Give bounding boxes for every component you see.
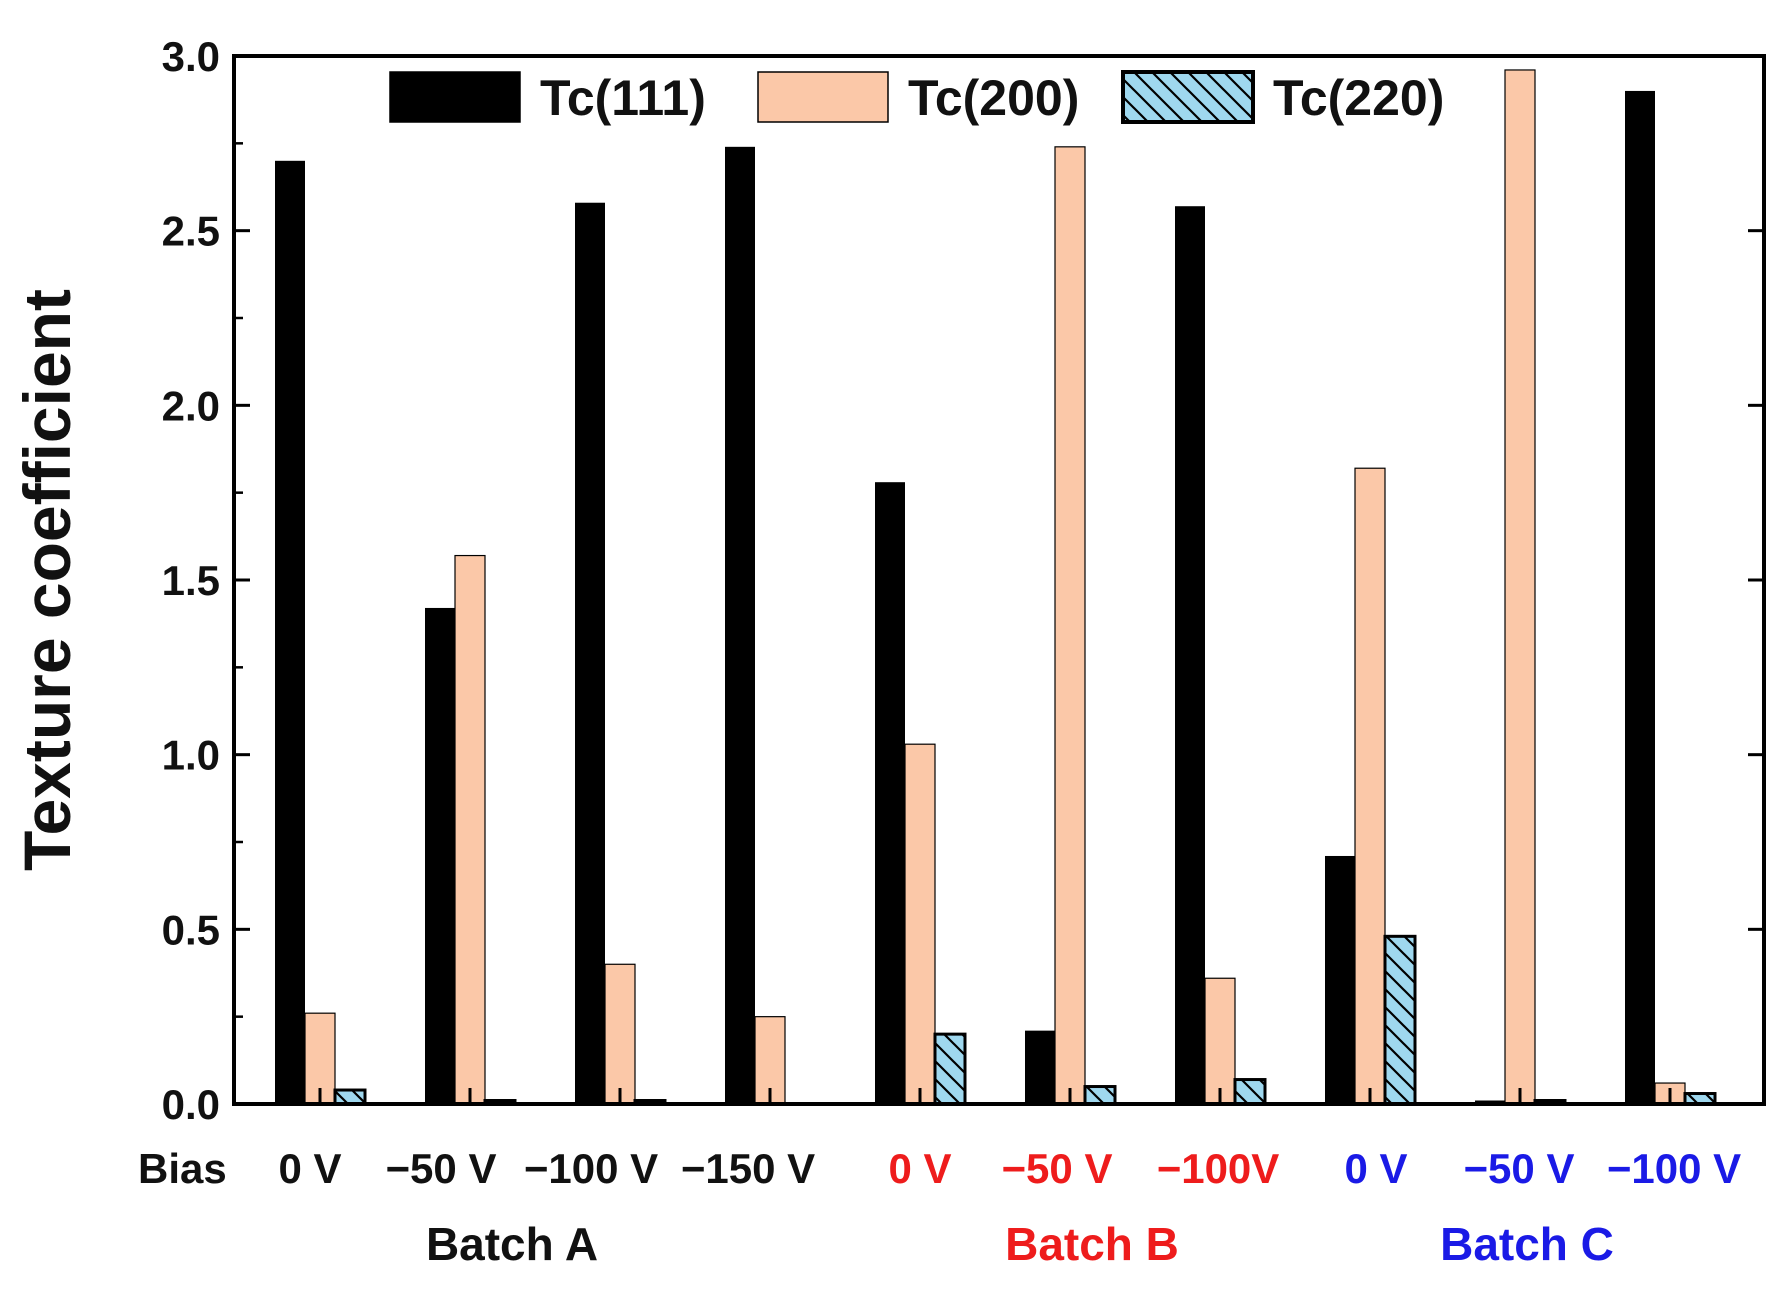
y-tick-label: 1.0 <box>162 732 220 779</box>
legend: Tc(111) Tc(200) Tc(220) <box>389 70 1444 126</box>
batch-label-c: Batch C <box>1440 1218 1614 1270</box>
bar-tc220-6 <box>1233 1078 1267 1106</box>
bar-tc220-5 <box>1083 1085 1117 1106</box>
bar-tc200-1 <box>454 554 486 1105</box>
bar-tc200-4 <box>904 743 936 1105</box>
x-category-label: 0 V <box>1344 1145 1407 1192</box>
batch-label-a: Batch A <box>426 1218 598 1270</box>
bar-tc111-9 <box>1625 90 1655 1104</box>
y-tick-label: 1.5 <box>162 557 220 604</box>
bar-tc200-2 <box>604 963 636 1105</box>
x-axis: Bias 0 V −50 V −100 V −150 V 0 V −50 V −100V 0 V… <box>138 1088 1741 1270</box>
y-tick-label: 2.5 <box>162 208 220 255</box>
bar-tc111-1 <box>425 607 455 1104</box>
y-tick-label: 3.0 <box>162 33 220 80</box>
x-category-label: −150 V <box>681 1145 815 1192</box>
legend-swatch-tc200 <box>757 71 889 123</box>
bar-tc111-6 <box>1175 206 1205 1105</box>
bar-tc200-8 <box>1504 69 1536 1105</box>
y-axis-title: Texture coefficient <box>10 289 84 871</box>
bar-tc220-7 <box>1383 934 1417 1106</box>
bar-tc111-7 <box>1325 855 1355 1104</box>
y-axis: 0.0 0.5 1.0 1.5 2.0 2.5 3.0 <box>162 33 1764 1128</box>
x-category-label: −50 V <box>1002 1145 1113 1192</box>
x-category-label: 0 V <box>278 1145 341 1192</box>
batch-label-b: Batch B <box>1005 1218 1179 1270</box>
x-category-label: −100V <box>1157 1145 1280 1192</box>
x-category-label: 0 V <box>888 1145 951 1192</box>
legend-swatch-tc220 <box>1121 70 1255 124</box>
x-category-label: −100 V <box>1607 1145 1741 1192</box>
bar-tc111-3 <box>725 146 755 1104</box>
bar-tc111-4 <box>875 482 905 1105</box>
x-category-label: −100 V <box>524 1145 658 1192</box>
bar-tc220-4 <box>933 1032 967 1106</box>
bars-layer <box>275 69 1717 1106</box>
y-tick-label: 0.5 <box>162 906 220 953</box>
bar-tc220-0 <box>333 1088 367 1106</box>
bar-tc111-0 <box>275 160 305 1105</box>
bar-tc111-2 <box>575 202 605 1105</box>
legend-label: Tc(220) <box>1273 70 1444 126</box>
y-tick-label: 0.0 <box>162 1081 220 1128</box>
legend-label: Tc(111) <box>540 70 706 126</box>
bias-prefix-label: Bias <box>138 1145 227 1192</box>
bar-tc111-5 <box>1025 1030 1055 1104</box>
legend-label: Tc(200) <box>908 70 1079 126</box>
legend-swatch-tc111 <box>389 71 521 123</box>
bar-tc200-5 <box>1054 146 1086 1105</box>
x-category-label: −50 V <box>386 1145 497 1192</box>
bar-tc200-6 <box>1204 977 1236 1105</box>
bar-tc200-7 <box>1354 467 1386 1105</box>
y-tick-label: 2.0 <box>162 382 220 429</box>
x-category-label: −50 V <box>1464 1145 1575 1192</box>
